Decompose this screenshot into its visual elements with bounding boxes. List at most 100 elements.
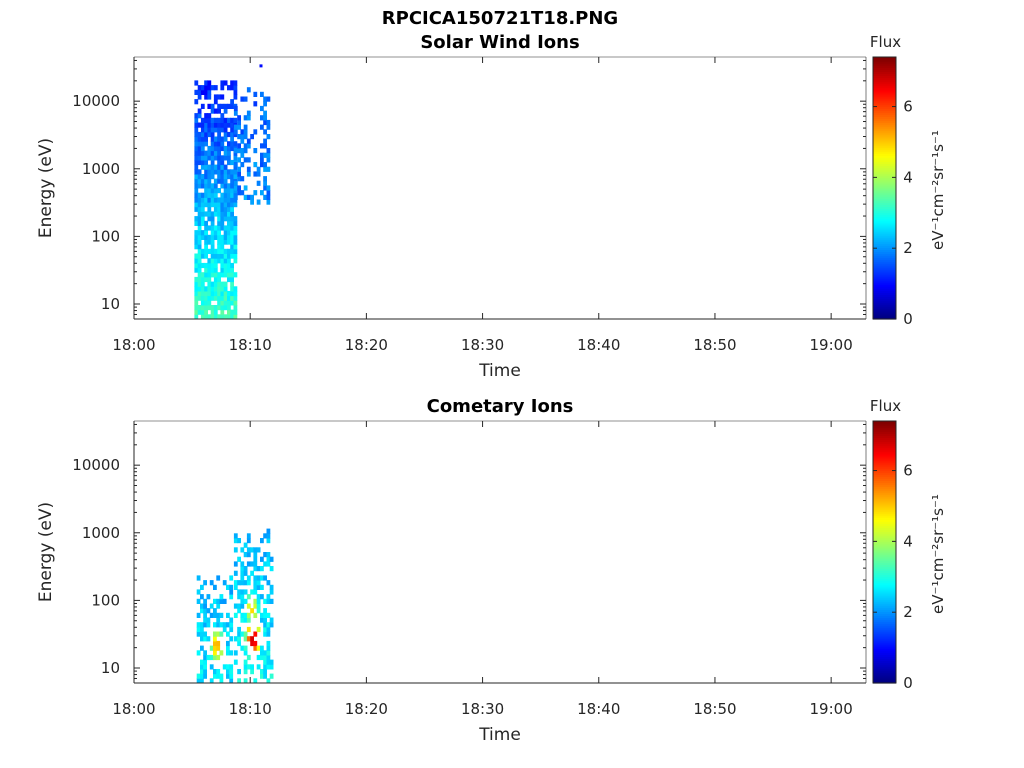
x-tick-label: 18:50 xyxy=(693,336,736,354)
heatmap-cell xyxy=(207,131,212,138)
heatmap-cell xyxy=(213,636,217,642)
heatmap-cell xyxy=(256,199,261,205)
colorbar-segment xyxy=(873,603,896,606)
heatmap-cell xyxy=(203,673,207,679)
heatmap-cell xyxy=(237,190,241,196)
colorbar-segment xyxy=(873,609,896,612)
colorbar-segment xyxy=(873,128,896,132)
heatmap-cell xyxy=(217,178,221,184)
heatmap-cell xyxy=(217,150,221,156)
heatmap-cell xyxy=(240,561,245,567)
heatmap-cell xyxy=(240,566,245,572)
colorbar-segment xyxy=(873,572,896,576)
heatmap-cell xyxy=(260,91,264,97)
heatmap-cell xyxy=(194,202,199,208)
heatmap-cell xyxy=(207,290,212,297)
heatmap-cell xyxy=(200,594,204,600)
heatmap-cell xyxy=(213,612,217,618)
heatmap-cell xyxy=(217,239,221,245)
heatmap-cell xyxy=(216,622,221,628)
heatmap-cell xyxy=(194,150,199,156)
heatmap-cell xyxy=(263,561,267,567)
heatmap-cell xyxy=(213,155,218,161)
heatmap-cell xyxy=(220,248,225,254)
heatmap-cell xyxy=(227,174,231,180)
colorbar-segment xyxy=(873,463,896,467)
heatmap-cell xyxy=(263,176,267,182)
colorbar-segment xyxy=(873,226,896,230)
heatmap-cell xyxy=(213,640,217,647)
heatmap-cell xyxy=(203,664,207,670)
heatmap-cell xyxy=(197,305,202,311)
heatmap-cell xyxy=(220,239,225,245)
heatmap-cell xyxy=(229,622,234,628)
colorbar-segment xyxy=(873,461,896,465)
heatmap-cell xyxy=(197,253,202,259)
heatmap-cell xyxy=(210,183,215,189)
heatmap-cell xyxy=(213,108,218,114)
heatmap-cell xyxy=(210,136,215,142)
heatmap-cell xyxy=(200,645,204,651)
colorbar-segment xyxy=(873,621,896,625)
heatmap-cell xyxy=(226,612,230,618)
heatmap-cell xyxy=(217,174,221,180)
heatmap-cell xyxy=(213,290,218,297)
heatmap-cell xyxy=(230,183,234,189)
colorbar-segment xyxy=(873,531,896,535)
heatmap-cell xyxy=(203,608,207,614)
heatmap-cell xyxy=(230,197,234,203)
heatmap-cell xyxy=(263,152,267,158)
heatmap-cell xyxy=(220,234,225,240)
colorbar-segment xyxy=(873,498,896,502)
heatmap-cell xyxy=(207,202,212,208)
heatmap-cell xyxy=(213,281,218,287)
heatmap-cell xyxy=(204,192,208,198)
colorbar-segment xyxy=(873,278,896,281)
colorbar-segment xyxy=(873,443,896,447)
colorbar-frame xyxy=(872,56,897,320)
colorbar-segment xyxy=(873,535,896,539)
heatmap-cell xyxy=(197,159,202,166)
heatmap-cell xyxy=(217,314,221,320)
heatmap-cell xyxy=(213,150,218,156)
heatmap-cell xyxy=(210,131,215,138)
heatmap-cell xyxy=(233,547,238,553)
colorbar-segment xyxy=(873,527,896,531)
colorbar-segment xyxy=(873,539,896,543)
heatmap-cell xyxy=(233,155,238,161)
heatmap-cell xyxy=(253,129,258,135)
heatmap-cell xyxy=(220,267,225,273)
heatmap-cell xyxy=(227,85,231,91)
heatmap-cell xyxy=(230,211,234,217)
heatmap-cell xyxy=(204,174,208,180)
heatmap-cell xyxy=(197,192,202,198)
heatmap-cell xyxy=(210,159,215,166)
heatmap-cell xyxy=(200,300,205,306)
heatmap-cell xyxy=(246,636,251,642)
heatmap-cell xyxy=(194,113,199,119)
heatmap-cell xyxy=(203,617,207,623)
heatmap-cell xyxy=(207,206,212,212)
heatmap-cell xyxy=(207,113,212,119)
heatmap-cell xyxy=(213,99,218,105)
x-tick-label: 18:10 xyxy=(229,700,272,718)
heatmap-cell xyxy=(253,101,258,107)
heatmap-cell xyxy=(203,636,207,642)
heatmap-cell xyxy=(243,96,248,102)
heatmap-cell xyxy=(223,267,228,273)
heatmap-cell xyxy=(223,248,228,254)
heatmap-cell xyxy=(243,566,248,572)
colorbar-segment xyxy=(873,582,896,586)
heatmap-cell xyxy=(217,94,221,100)
heatmap-cell xyxy=(200,127,205,133)
heatmap-cell xyxy=(217,202,221,208)
heatmap-cell xyxy=(246,617,251,623)
heatmap-cell xyxy=(263,622,267,628)
colorbar-tick-label: 6 xyxy=(903,462,913,480)
heatmap-cell xyxy=(243,678,248,684)
heatmap-cell xyxy=(223,300,228,306)
heatmap-cell xyxy=(220,85,225,91)
heatmap-cell xyxy=(197,216,202,222)
heatmap-cell xyxy=(253,148,258,154)
heatmap-cell xyxy=(220,103,225,109)
